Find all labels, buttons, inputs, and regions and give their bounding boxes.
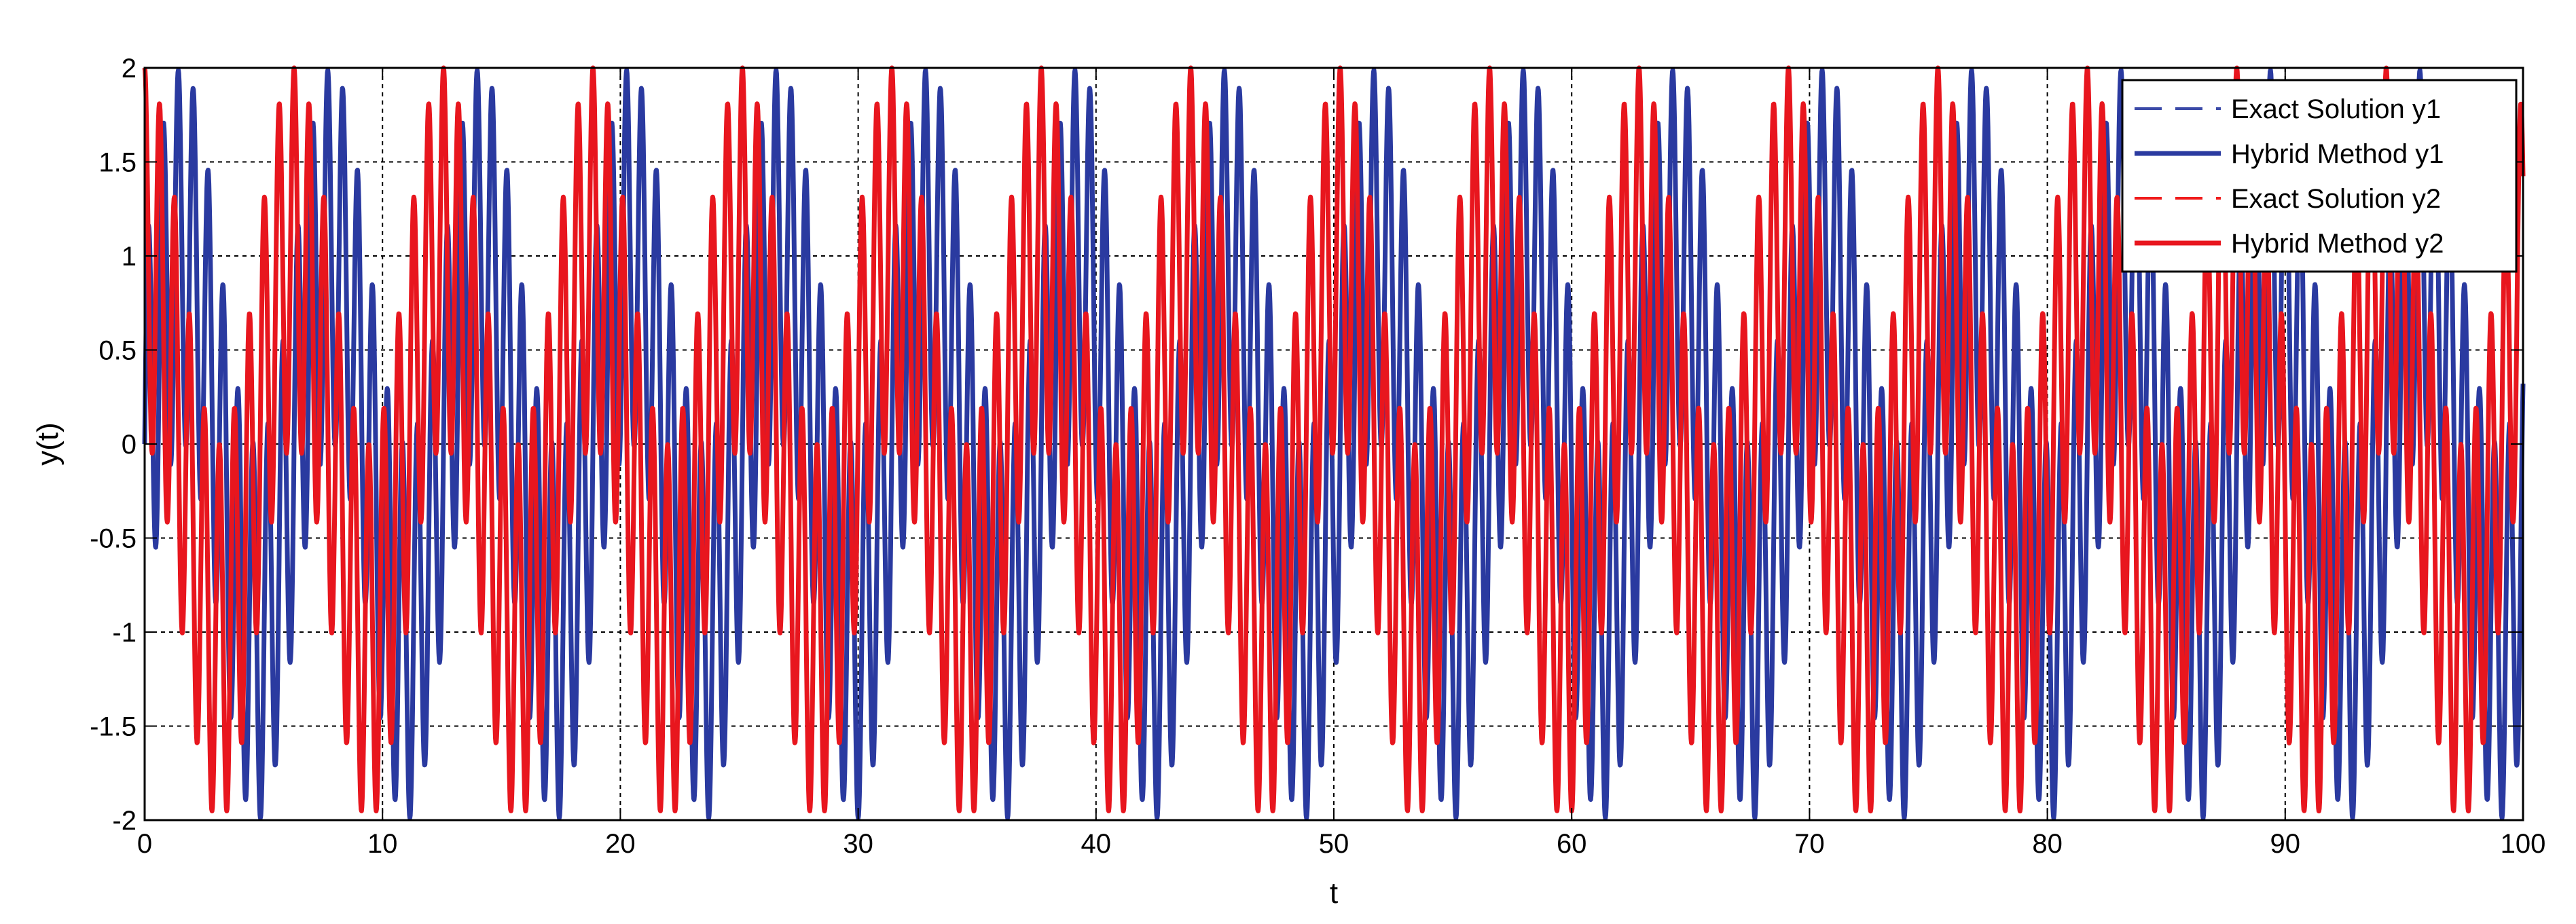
x-tick-label-10: 100 [2501,829,2546,859]
ticks: 0 10 20 30 40 50 60 70 80 90 100 -2 -1.5 -1 -0.5 0 0.5 1 1… [90,54,2545,859]
x-tick-label-3: 30 [843,829,873,859]
y-tick-label-5: 0.5 [98,336,137,366]
x-tick-label-6: 60 [1557,829,1587,859]
x-tick-label-9: 90 [2270,829,2301,859]
legend: Exact Solution y1 Hybrid Method y1 Exact S… [2121,79,2518,273]
y-tick-label-6: 1 [122,242,137,272]
x-tick-label-1: 10 [367,829,398,859]
x-tick-label-4: 40 [1081,829,1112,859]
x-tick-label-7: 70 [1794,829,1825,859]
legend-label-0: Exact Solution y1 [2231,94,2441,124]
x-tick-label-0: 0 [137,829,152,859]
legend-label-2: Exact Solution y2 [2231,184,2441,214]
y-tick-label-8: 2 [122,54,137,84]
y-tick-label-0: -2 [112,806,137,836]
x-axis-label: t [1330,876,1338,910]
legend-label-3: Hybrid Method y2 [2231,229,2444,259]
x-tick-label-2: 20 [605,829,636,859]
y-tick-label-7: 1.5 [98,148,137,178]
series-layer [142,65,2526,821]
y-tick-label-1: -1.5 [90,712,137,742]
x-tick-label-8: 80 [2032,829,2063,859]
y-tick-label-4: 0 [122,430,137,460]
legend-label-1: Hybrid Method y1 [2231,139,2444,169]
legend-box [2121,79,2518,273]
y-tick-label-3: -0.5 [90,524,137,554]
series-line-3 [142,65,2526,814]
y-tick-label-2: -1 [112,618,137,648]
x-tick-label-5: 50 [1319,829,1349,859]
y-axis-label: y(t) [31,422,65,466]
